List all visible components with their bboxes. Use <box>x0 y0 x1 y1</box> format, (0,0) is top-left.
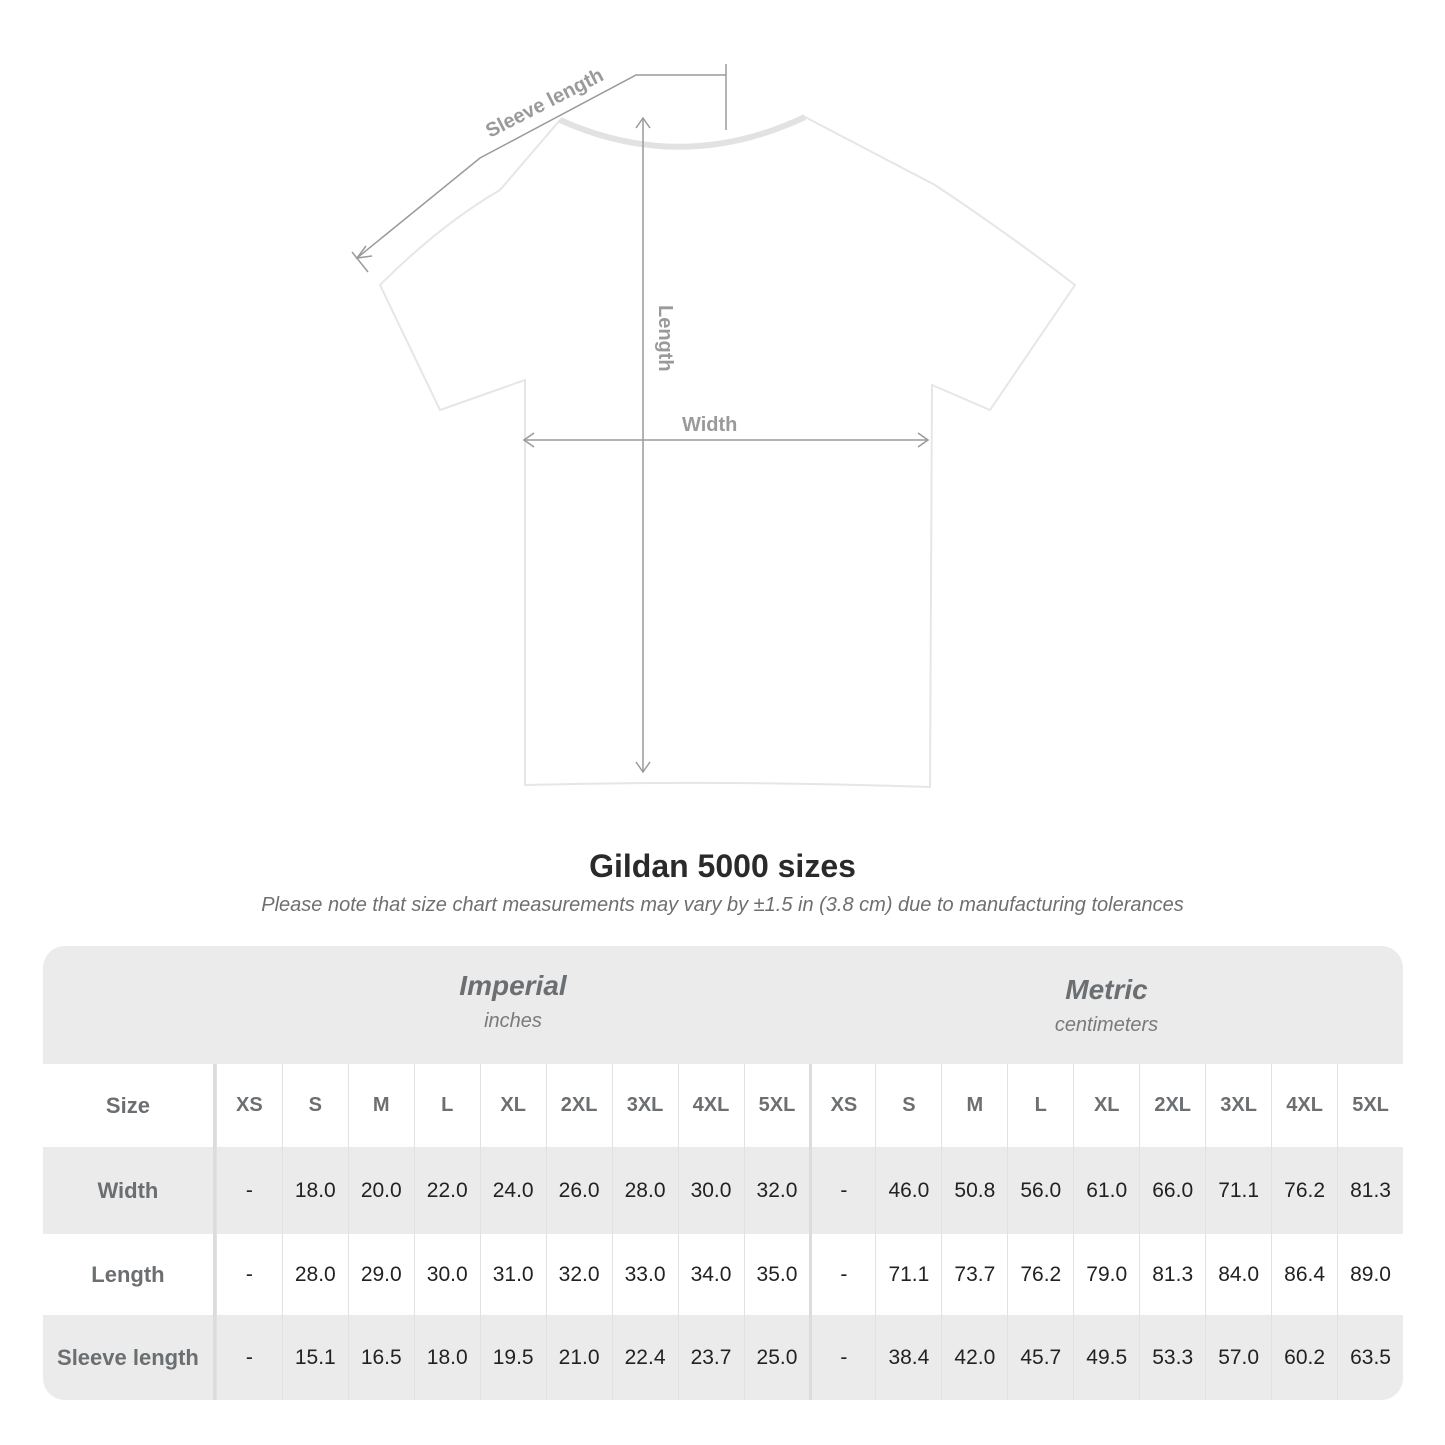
table-row: Sleeve length -15.1 16.5 18.0 19.5 21.0 22.4 23… <box>43 1315 1403 1400</box>
metric-value: 46.0 <box>875 1147 941 1234</box>
metric-title: Metric <box>1065 974 1148 1005</box>
imperial-value: 24.0 <box>479 1147 546 1234</box>
size-header-imperial: XS <box>215 1064 282 1147</box>
metric-value: - <box>809 1147 875 1234</box>
size-header-metric: M <box>941 1064 1007 1147</box>
imperial-value: 19.5 <box>479 1315 546 1400</box>
tolerance-note: Please note that size chart measurements… <box>261 894 1184 916</box>
size-header-metric: 5XL <box>1337 1064 1403 1147</box>
row-label: Length <box>43 1234 216 1315</box>
length-measure-line <box>635 116 651 774</box>
imperial-value: 30.0 <box>413 1234 480 1315</box>
metric-value: 45.7 <box>1007 1315 1073 1400</box>
metric-value: 89.0 <box>1337 1234 1403 1315</box>
metric-value: 71.1 <box>1205 1147 1271 1234</box>
imperial-value: 22.0 <box>413 1147 480 1234</box>
table-row: Width -18.0 20.0 22.0 24.0 26.0 28.0 30.0 32.0-4… <box>43 1147 1403 1234</box>
size-header-imperial: 3XL <box>611 1064 678 1147</box>
metric-value: 61.0 <box>1073 1147 1139 1234</box>
metric-value: 63.5 <box>1337 1315 1403 1400</box>
metric-value: 57.0 <box>1205 1315 1271 1400</box>
imperial-value: 28.0 <box>611 1147 678 1234</box>
imperial-title: Imperial <box>459 970 567 1001</box>
metric-value: 38.4 <box>875 1315 941 1400</box>
size-header-imperial: XL <box>479 1064 546 1147</box>
size-header-metric: 3XL <box>1205 1064 1271 1147</box>
imperial-value: 34.0 <box>677 1234 744 1315</box>
imperial-value: 31.0 <box>479 1234 546 1315</box>
tshirt-shape <box>378 115 1077 789</box>
metric-value: 50.8 <box>941 1147 1007 1234</box>
size-header-metric: S <box>875 1064 941 1147</box>
imperial-value: - <box>215 1315 282 1400</box>
metric-value: 71.1 <box>875 1234 941 1315</box>
imperial-value: - <box>215 1234 282 1315</box>
width-measure-line <box>522 432 930 448</box>
size-header-imperial: 2XL <box>545 1064 612 1147</box>
size-header-metric: XL <box>1073 1064 1139 1147</box>
metric-value: 76.2 <box>1271 1147 1337 1234</box>
metric-value: 73.7 <box>941 1234 1007 1315</box>
metric-value: 49.5 <box>1073 1315 1139 1400</box>
sleeve-measure-line <box>351 64 727 273</box>
metric-value: 56.0 <box>1007 1147 1073 1234</box>
imperial-value: 33.0 <box>611 1234 678 1315</box>
row-label: Width <box>43 1147 216 1234</box>
size-column-label: Size <box>43 1064 216 1147</box>
metric-value: 60.2 <box>1271 1315 1337 1400</box>
imperial-value: 23.7 <box>677 1315 744 1400</box>
imperial-value: 29.0 <box>347 1234 414 1315</box>
size-table: Imperial inches Metric centimeters Size X… <box>43 946 1403 1400</box>
length-label: Length <box>654 305 676 372</box>
size-header-metric: 4XL <box>1271 1064 1337 1147</box>
imperial-value: 22.4 <box>611 1315 678 1400</box>
table-row: Length -28.0 29.0 30.0 31.0 32.0 33.0 34.0 35.0-… <box>43 1234 1403 1315</box>
imperial-value: 18.0 <box>281 1147 348 1234</box>
imperial-value: 32.0 <box>545 1234 612 1315</box>
imperial-value: 32.0 <box>743 1147 810 1234</box>
size-header-imperial: 4XL <box>677 1064 744 1147</box>
metric-value: 66.0 <box>1139 1147 1205 1234</box>
imperial-value: 26.0 <box>545 1147 612 1234</box>
metric-value: 76.2 <box>1007 1234 1073 1315</box>
size-header-imperial: L <box>413 1064 480 1147</box>
size-header-row: Size XS S M L XL 2XL 3XL 4XL 5XL XS S M L XL 2XL 3XL 4XL 5… <box>43 1064 1403 1147</box>
imperial-value: 21.0 <box>545 1315 612 1400</box>
size-header-imperial: M <box>347 1064 414 1147</box>
metric-header: Metric centimeters <box>810 950 1403 1068</box>
imperial-value: 16.5 <box>347 1315 414 1400</box>
imperial-value: 35.0 <box>743 1234 810 1315</box>
metric-value: 81.3 <box>1337 1147 1403 1234</box>
metric-value: 53.3 <box>1139 1315 1205 1400</box>
page-title: Gildan 5000 sizes <box>589 848 856 884</box>
imperial-value: 25.0 <box>743 1315 810 1400</box>
metric-value: 84.0 <box>1205 1234 1271 1315</box>
metric-value: 42.0 <box>941 1315 1007 1400</box>
metric-value: 86.4 <box>1271 1234 1337 1315</box>
width-label: Width <box>682 414 737 436</box>
imperial-value: 20.0 <box>347 1147 414 1234</box>
imperial-value: 15.1 <box>281 1315 348 1400</box>
imperial-value: - <box>215 1147 282 1234</box>
metric-value: - <box>809 1315 875 1400</box>
metric-value: 79.0 <box>1073 1234 1139 1315</box>
size-header-metric: 2XL <box>1139 1064 1205 1147</box>
imperial-value: 18.0 <box>413 1315 480 1400</box>
metric-value: - <box>809 1234 875 1315</box>
imperial-header: Imperial inches <box>216 946 810 1064</box>
tshirt-diagram: Sleeve length Length Width <box>351 64 1077 789</box>
size-header-metric: XS <box>809 1064 875 1147</box>
size-header-metric: L <box>1007 1064 1073 1147</box>
size-header-imperial: S <box>281 1064 348 1147</box>
imperial-value: 28.0 <box>281 1234 348 1315</box>
size-header-imperial: 5XL <box>743 1064 810 1147</box>
row-label: Sleeve length <box>43 1315 216 1400</box>
imperial-unit: inches <box>484 1010 542 1032</box>
metric-value: 81.3 <box>1139 1234 1205 1315</box>
metric-unit: centimeters <box>1054 1014 1159 1036</box>
imperial-value: 30.0 <box>677 1147 744 1234</box>
